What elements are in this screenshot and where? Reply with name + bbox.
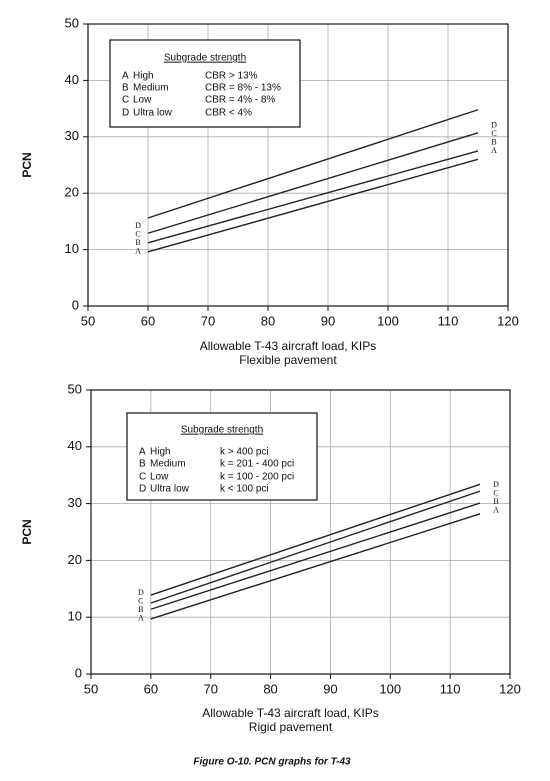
end-label: D — [491, 120, 497, 129]
x-tick-label: 80 — [263, 681, 277, 696]
plot-frame — [87, 23, 509, 307]
legend-description: Low — [150, 472, 169, 483]
series-line — [150, 502, 481, 610]
y-tick-label: 30 — [65, 128, 79, 143]
series-line — [150, 513, 481, 620]
y-tick-label: 40 — [65, 72, 79, 87]
y-tick-label: 0 — [72, 297, 79, 312]
y-tick-label: 40 — [68, 438, 82, 453]
y-axis-label: PCN — [20, 152, 34, 177]
legend-description: Ultra low — [133, 108, 173, 119]
end-label: A — [138, 614, 144, 623]
end-label: A — [135, 247, 141, 256]
legend-name: D — [122, 108, 129, 119]
end-label: D — [138, 588, 144, 597]
end-label: A — [491, 146, 497, 155]
legend-criterion: CBR < 4% — [205, 108, 252, 119]
y-tick-label: 50 — [65, 15, 79, 30]
x-tick-label: 100 — [377, 313, 399, 328]
x-tick-label: 80 — [261, 313, 275, 328]
end-label: D — [493, 480, 499, 489]
x-tick-label: 60 — [144, 681, 158, 696]
end-label: D — [135, 221, 141, 230]
legend-criterion: k < 100 pci — [220, 484, 269, 495]
y-tick-label: 20 — [68, 552, 82, 567]
x-tick-label: 120 — [497, 313, 519, 328]
legend-name: C — [139, 472, 146, 483]
legend-name: D — [139, 484, 146, 495]
x-tick-label: 70 — [203, 681, 217, 696]
legend-name: B — [122, 83, 129, 94]
figure-caption: Figure O-10. PCN graphs for T-43 — [193, 757, 351, 768]
chart-subtitle: Flexible pavement — [239, 353, 337, 367]
x-tick-label: 50 — [81, 313, 95, 328]
legend-name: A — [122, 71, 129, 82]
end-label: B — [491, 137, 496, 146]
legend-name: A — [139, 447, 146, 458]
legend-criterion: k = 201 - 400 pci — [220, 459, 294, 470]
x-axis-label: Allowable T-43 aircraft load, KIPs — [200, 339, 377, 353]
legend-description: High — [133, 71, 154, 82]
y-tick-label: 10 — [65, 241, 79, 256]
x-tick-label: 70 — [201, 313, 215, 328]
legend-description: High — [150, 447, 171, 458]
end-label: C — [138, 597, 143, 606]
end-label: B — [135, 238, 140, 247]
series-line — [150, 490, 481, 604]
series-line — [147, 158, 479, 253]
legend-criterion: CBR = 4% - 8% — [205, 95, 275, 106]
y-tick-label: 50 — [68, 381, 82, 396]
legend-box — [109, 39, 301, 128]
legend-title: Subgrade strength — [181, 425, 263, 436]
y-tick-label: 20 — [65, 185, 79, 200]
x-tick-label: 50 — [84, 681, 98, 696]
x-tick-label: 110 — [440, 681, 461, 696]
x-tick-label: 90 — [323, 681, 337, 696]
y-axis-label: PCN — [20, 519, 34, 544]
legend-name: B — [139, 459, 146, 470]
series-line — [147, 132, 479, 234]
legend-description: Low — [133, 95, 152, 106]
y-tick-label: 10 — [68, 609, 82, 624]
x-tick-label: 60 — [141, 313, 155, 328]
y-tick-label: 0 — [75, 665, 82, 680]
series-line — [150, 483, 481, 596]
legend-description: Medium — [133, 83, 169, 94]
end-label: A — [493, 506, 499, 515]
legend-box — [126, 412, 318, 501]
legend-criterion: CBR > 13% — [205, 71, 258, 82]
plot-frame — [90, 389, 511, 675]
x-tick-label: 120 — [499, 681, 521, 696]
legend-description: Ultra low — [150, 484, 190, 495]
legend-criterion: k = 100 - 200 pci — [220, 472, 294, 483]
series-line — [147, 150, 479, 244]
y-tick-label: 30 — [68, 495, 82, 510]
end-label: B — [493, 497, 498, 506]
x-tick-label: 90 — [321, 313, 335, 328]
x-axis-label: Allowable T-43 aircraft load, KIPs — [202, 706, 379, 720]
x-tick-label: 100 — [379, 681, 401, 696]
end-label: C — [493, 489, 498, 498]
x-tick-label: 110 — [438, 313, 459, 328]
legend-name: C — [122, 95, 129, 106]
legend-criterion: k > 400 pci — [220, 447, 269, 458]
end-label: C — [135, 230, 140, 239]
series-line — [147, 109, 479, 219]
legend-description: Medium — [150, 459, 186, 470]
legend-criterion: CBR = 8% - 13% — [205, 83, 281, 94]
legend-title: Subgrade strength — [164, 53, 246, 64]
end-label: B — [138, 605, 143, 614]
chart-subtitle: Rigid pavement — [249, 720, 333, 734]
end-label: C — [491, 129, 496, 138]
